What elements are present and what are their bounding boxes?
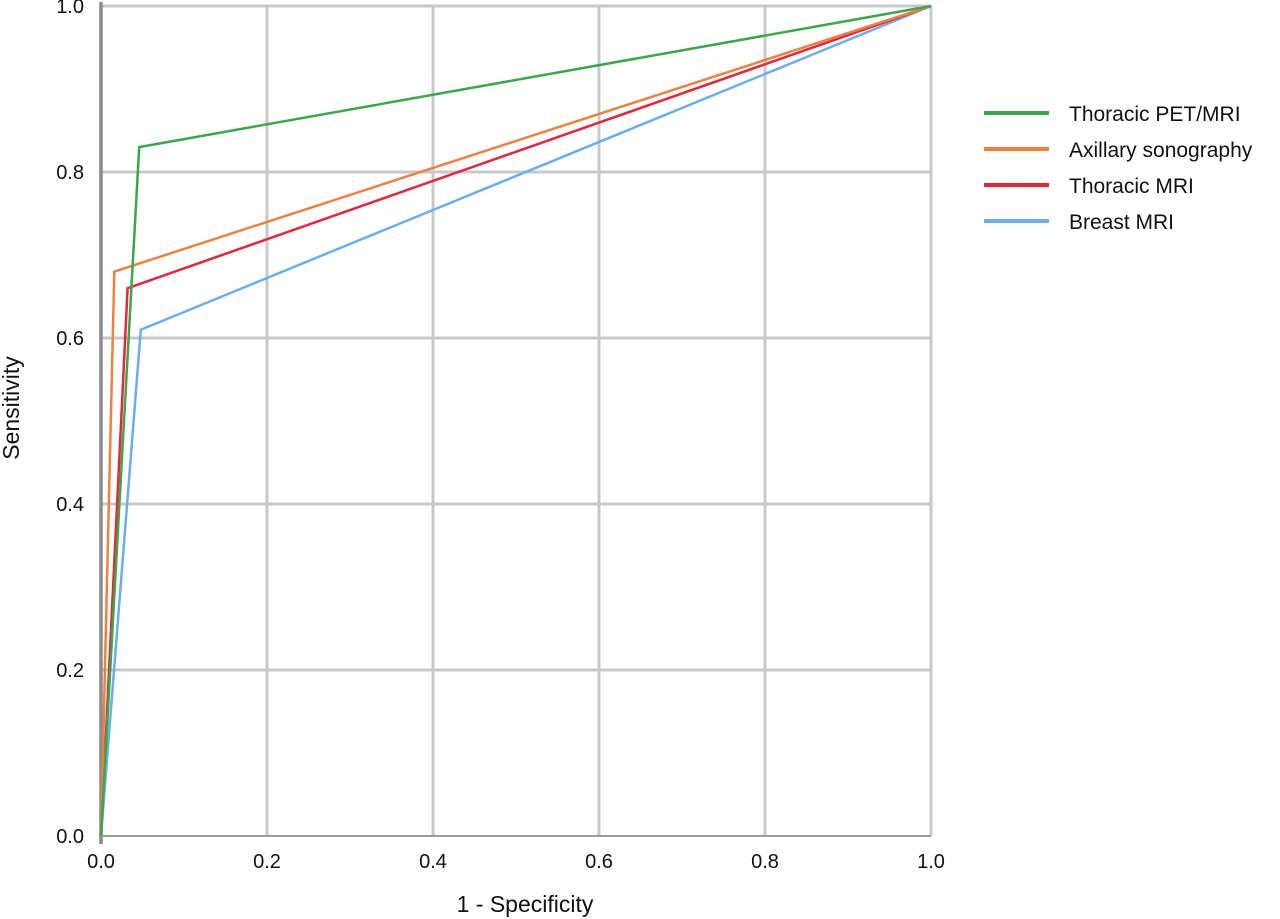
x-tick-label: 0.4 bbox=[419, 851, 447, 873]
legend: Thoracic PET/MRI Axillary sonography Thora… bbox=[984, 103, 1253, 234]
y-tick-label: 1.0 bbox=[56, 0, 84, 18]
series-line-breast-mri bbox=[99, 4, 932, 837]
y-tick-label: 0.4 bbox=[56, 494, 84, 516]
x-tick-label: 0.0 bbox=[87, 851, 115, 873]
series-line-thoracic-pet-mri bbox=[99, 4, 932, 837]
series-line-thoracic-mri bbox=[99, 4, 932, 837]
grid-lines bbox=[101, 4, 933, 836]
legend-label: Breast MRI bbox=[1069, 211, 1174, 234]
axes bbox=[99, 2, 931, 844]
y-tick-label: 0.2 bbox=[56, 660, 84, 682]
x-tick-label: 1.0 bbox=[917, 851, 945, 873]
y-axis-label: Sensitivity bbox=[0, 356, 24, 460]
y-tick-labels: 0.0 0.2 0.4 0.6 0.8 1.0 bbox=[56, 0, 84, 848]
legend-label: Axillary sonography bbox=[1069, 139, 1253, 162]
y-tick-label: 0.0 bbox=[56, 826, 84, 848]
x-tick-label: 0.2 bbox=[253, 851, 281, 873]
series-lines bbox=[99, 4, 932, 837]
legend-label: Thoracic PET/MRI bbox=[1069, 103, 1241, 126]
y-tick-label: 0.8 bbox=[56, 162, 84, 184]
x-tick-labels: 0.0 0.2 0.4 0.6 0.8 1.0 bbox=[87, 851, 945, 873]
series-line-axillary-sonography bbox=[99, 4, 932, 837]
x-tick-label: 0.8 bbox=[751, 851, 779, 873]
x-axis-label: 1 - Specificity bbox=[457, 891, 594, 917]
legend-label: Thoracic MRI bbox=[1069, 175, 1194, 198]
y-tick-label: 0.6 bbox=[56, 328, 84, 350]
x-tick-label: 0.6 bbox=[585, 851, 613, 873]
